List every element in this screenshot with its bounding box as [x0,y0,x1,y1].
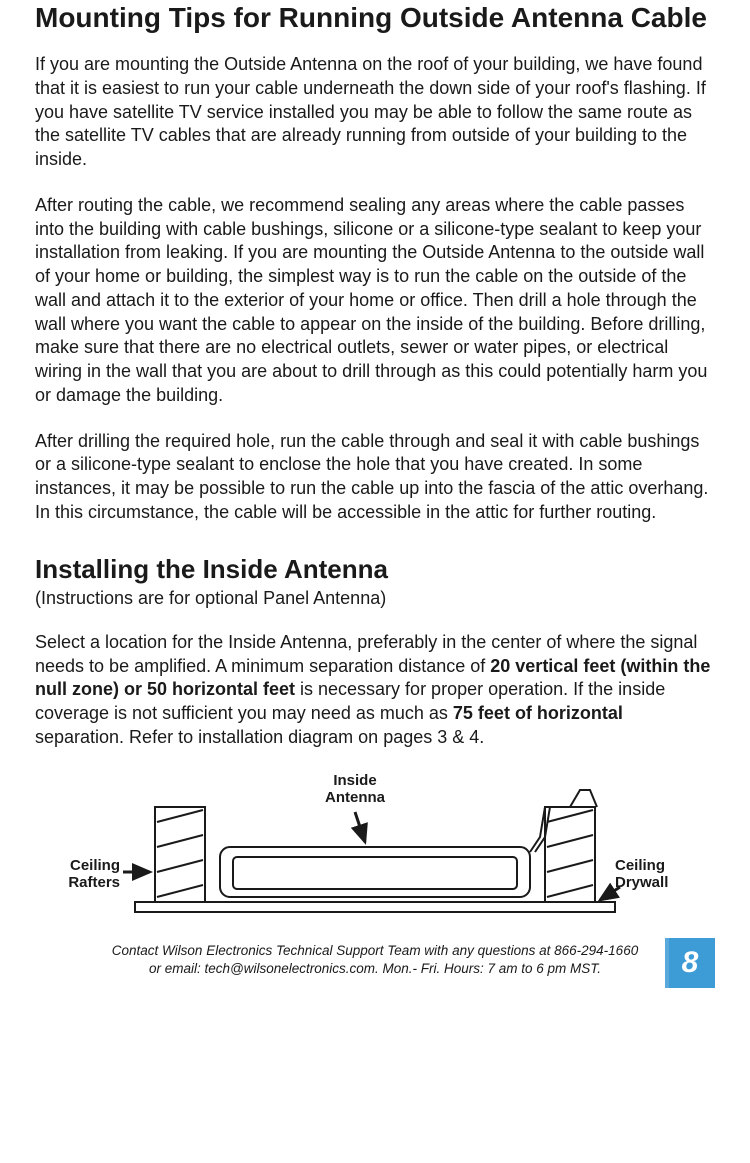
label-ceiling-rafters: CeilingRafters [50,857,120,892]
label-inside-antenna: InsideAntenna [310,772,400,807]
page-footer: Contact Wilson Electronics Technical Sup… [35,942,715,992]
footer-line2: or email: tech@wilsonelectronics.com. Mo… [149,961,601,976]
section2-p1-post: separation. Refer to installation diagra… [35,727,484,747]
footer-text: Contact Wilson Electronics Technical Sup… [112,942,638,980]
label-ceiling-drywall: CeilingDrywall [615,857,685,892]
page-number-badge: 8 [665,938,715,988]
antenna-diagram: InsideAntenna CeilingRafters CeilingDryw… [75,772,675,932]
section2-title: Installing the Inside Antenna [35,553,715,586]
section1-p2: After routing the cable, we recommend se… [35,194,715,408]
section1-p1: If you are mounting the Outside Antenna … [35,53,715,172]
section2-p1-b2: 75 feet of horizontal [453,703,623,723]
footer-line1: Contact Wilson Electronics Technical Sup… [112,943,638,958]
section2-subtitle: (Instructions are for optional Panel Ant… [35,587,715,611]
section1-p3: After drilling the required hole, run th… [35,430,715,525]
section2-p1: Select a location for the Inside Antenna… [35,631,715,750]
section1-title: Mounting Tips for Running Outside Antenn… [35,0,715,35]
